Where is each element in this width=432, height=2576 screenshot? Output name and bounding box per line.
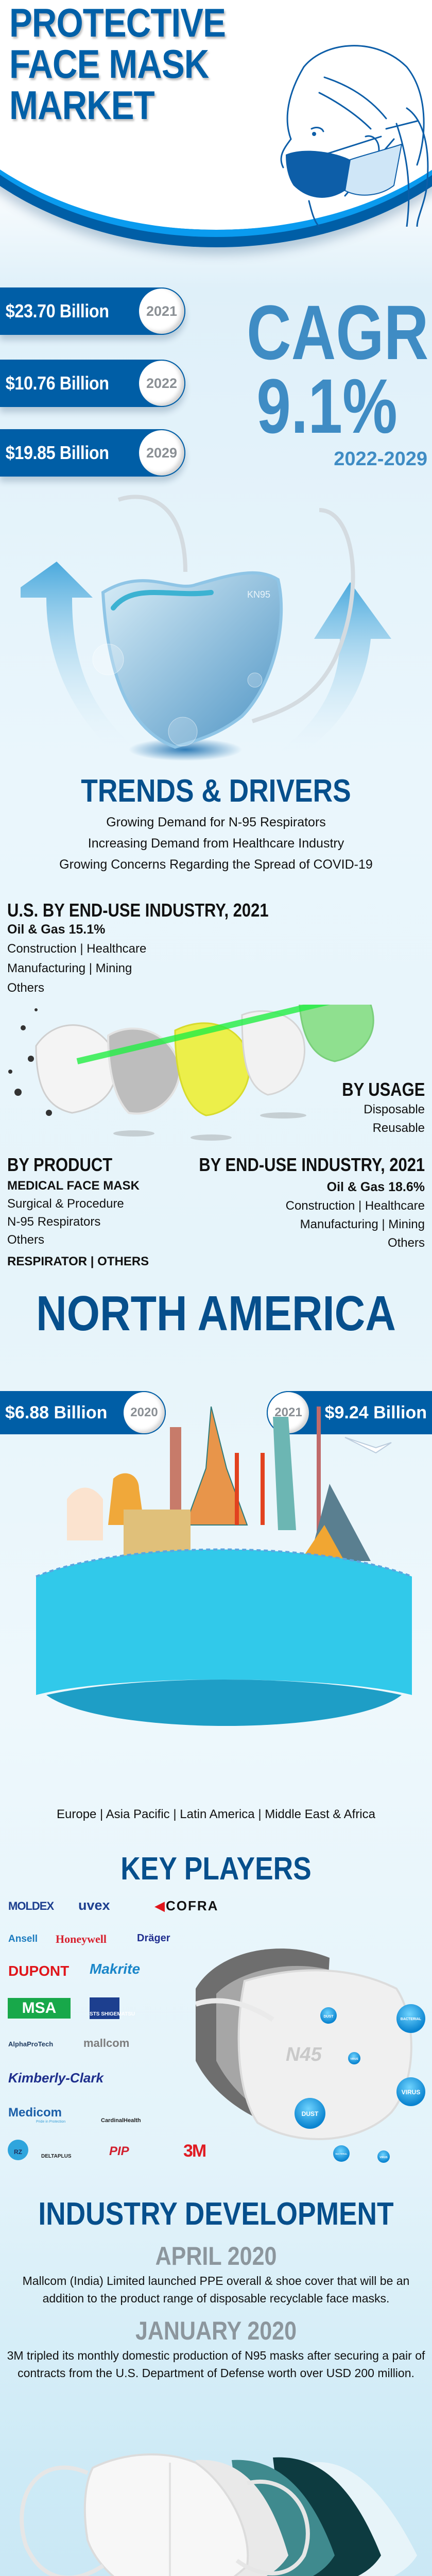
trend-item: Growing Demand for N-95 Respirators bbox=[106, 815, 326, 829]
logo-pip: PIP bbox=[109, 2144, 129, 2158]
svg-text:VIRUS: VIRUS bbox=[402, 2089, 421, 2096]
na-value: $9.24 Billion bbox=[324, 1402, 427, 1422]
year-badge: 2020 bbox=[123, 1391, 166, 1434]
by-product-title: BY PRODUCT bbox=[7, 1154, 113, 1175]
north-america-title: NORTH AMERICA bbox=[36, 1286, 396, 1341]
by-usage-item: Disposable bbox=[364, 1103, 425, 1116]
logo-cardinal-health: CardinalHealth bbox=[101, 2117, 141, 2124]
masked-woman-illustration bbox=[280, 45, 429, 227]
by-product-item: Surgical & Procedure bbox=[7, 1197, 124, 1211]
year-badge: 2022 bbox=[138, 360, 185, 407]
trend-item: Increasing Demand from Healthcare Indust… bbox=[88, 836, 344, 851]
svg-text:VIRUS: VIRUS bbox=[350, 2058, 358, 2061]
world-landmarks-mask-illustration bbox=[36, 1406, 412, 1726]
by-product-lead: MEDICAL FACE MASK bbox=[7, 1179, 140, 1193]
svg-text:N45: N45 bbox=[286, 2044, 322, 2065]
logo-kimberly-clark: Kimberly-Clark bbox=[8, 2070, 103, 2086]
svg-text:BACTERIAL: BACTERIAL bbox=[401, 2018, 422, 2021]
svg-text:BACTERIAL: BACTERIAL bbox=[335, 2153, 348, 2155]
by-end-use-line: Others bbox=[387, 1236, 425, 1250]
logo-uvex: uvex bbox=[78, 1897, 110, 1913]
logo-cofra: ◀COFRA bbox=[154, 1898, 219, 1913]
mask-layers-illustration bbox=[8, 1005, 374, 1141]
market-value: $19.85 Billion bbox=[5, 442, 109, 463]
us-end-use-line: Manufacturing | Mining bbox=[7, 961, 132, 975]
us-end-use-leader: Oil & Gas 15.1% bbox=[7, 922, 106, 937]
logo-ansell: Ansell bbox=[8, 1934, 38, 1944]
na-pill-2020: $6.88 Billion 2020 bbox=[0, 1391, 166, 1434]
cagr-period: 2022-2029 bbox=[334, 448, 427, 470]
event-date: APRIL 2020 bbox=[155, 2242, 277, 2270]
cagr-value: 9.1% bbox=[256, 363, 398, 449]
by-product-item: N-95 Respirators bbox=[7, 1215, 101, 1229]
logo-deltaplus: DELTAPLUS bbox=[41, 2154, 72, 2159]
market-size-pill-2022: $10.76 Billion 2022 bbox=[0, 360, 185, 407]
title-line-1: PROTECTIVE bbox=[9, 0, 226, 45]
us-end-use-line: Others bbox=[7, 981, 45, 995]
event-description: Mallcom (India) Limited launched PPE ove… bbox=[22, 2274, 410, 2305]
logo-msa: MSA bbox=[8, 1998, 71, 2019]
kn95-mask-illustration: KN95 bbox=[21, 495, 391, 761]
event-date: JANUARY 2020 bbox=[135, 2316, 297, 2345]
logo-dupont: DUPONT bbox=[8, 1963, 70, 1979]
logo-mallcom: mallcom bbox=[83, 2037, 130, 2049]
title-line-2: FACE MASK bbox=[9, 41, 209, 87]
n45-respirator-illustration: N45 DUST BACTERIAL VIRUS DUST VIRUS BACT… bbox=[196, 1948, 425, 2163]
key-players-title: KEY PLAYERS bbox=[120, 1851, 312, 1887]
by-end-use-line: Manufacturing | Mining bbox=[300, 1217, 425, 1231]
market-value: $23.70 Billion bbox=[5, 300, 109, 321]
cagr-label: CAGR bbox=[247, 289, 429, 376]
logo-drager: Dräger bbox=[137, 1933, 170, 1944]
by-end-use-line: Construction | Healthcare bbox=[285, 1199, 425, 1213]
us-end-use-line: Construction | Healthcare bbox=[7, 942, 147, 956]
year-badge: 2021 bbox=[138, 287, 185, 335]
respirator-layers-illustration bbox=[20, 2453, 417, 2576]
event-description: 3M tripled its monthly domestic producti… bbox=[7, 2349, 425, 2380]
by-usage-item: Reusable bbox=[372, 1121, 425, 1135]
logo-honeywell: Honeywell bbox=[56, 1933, 107, 1945]
by-end-use-leader: Oil & Gas 18.6% bbox=[326, 1180, 425, 1194]
logo-3m: 3M bbox=[183, 2141, 206, 2161]
svg-text:DUST: DUST bbox=[323, 2015, 334, 2019]
by-usage-title: BY USAGE bbox=[341, 1079, 425, 1100]
logo-shigematsu: STS SHIGEMATSU bbox=[90, 1997, 135, 2019]
industry-development-title: INDUSTRY DEVELOPMENT bbox=[38, 2196, 394, 2232]
by-product-item: Others bbox=[7, 1233, 45, 1247]
logo-moldex: MOLDEX bbox=[8, 1900, 54, 1912]
market-value: $10.76 Billion bbox=[5, 372, 109, 394]
market-size-pill-2021: $23.70 Billion 2021 bbox=[0, 287, 185, 335]
other-regions: Europe | Asia Pacific | Latin America | … bbox=[57, 1807, 375, 1821]
na-value: $6.88 Billion bbox=[5, 1402, 108, 1422]
logo-medicom: Medicom bbox=[8, 2106, 62, 2120]
logo-rz: RZ bbox=[8, 2140, 28, 2160]
svg-text:VIRUS: VIRUS bbox=[379, 2156, 388, 2159]
trend-item: Growing Concerns Regarding the Spread of… bbox=[59, 857, 373, 872]
by-end-use-title: BY END-USE INDUSTRY, 2021 bbox=[199, 1154, 425, 1175]
na-pill-2021: 2021 $9.24 Billion bbox=[267, 1391, 432, 1434]
market-size-pill-2029: $19.85 Billion 2029 bbox=[0, 429, 185, 477]
title-line-3: MARKET bbox=[9, 82, 155, 128]
by-product-footer: RESPIRATOR | OTHERS bbox=[7, 1255, 149, 1268]
svg-text:KN95: KN95 bbox=[247, 589, 270, 600]
trends-title: TRENDS & DRIVERS bbox=[81, 773, 351, 809]
medicom-tagline: Pride in Protection bbox=[36, 2120, 66, 2124]
page-title: PROTECTIVE FACE MASK MARKET bbox=[9, 2, 226, 126]
logo-makrite: Makrite bbox=[90, 1961, 141, 1977]
us-end-use-title: U.S. BY END-USE INDUSTRY, 2021 bbox=[7, 900, 269, 921]
svg-text:DUST: DUST bbox=[302, 2110, 319, 2117]
logo-alphaprotech: AlphaProTech bbox=[8, 2040, 54, 2048]
year-badge: 2029 bbox=[138, 429, 185, 477]
